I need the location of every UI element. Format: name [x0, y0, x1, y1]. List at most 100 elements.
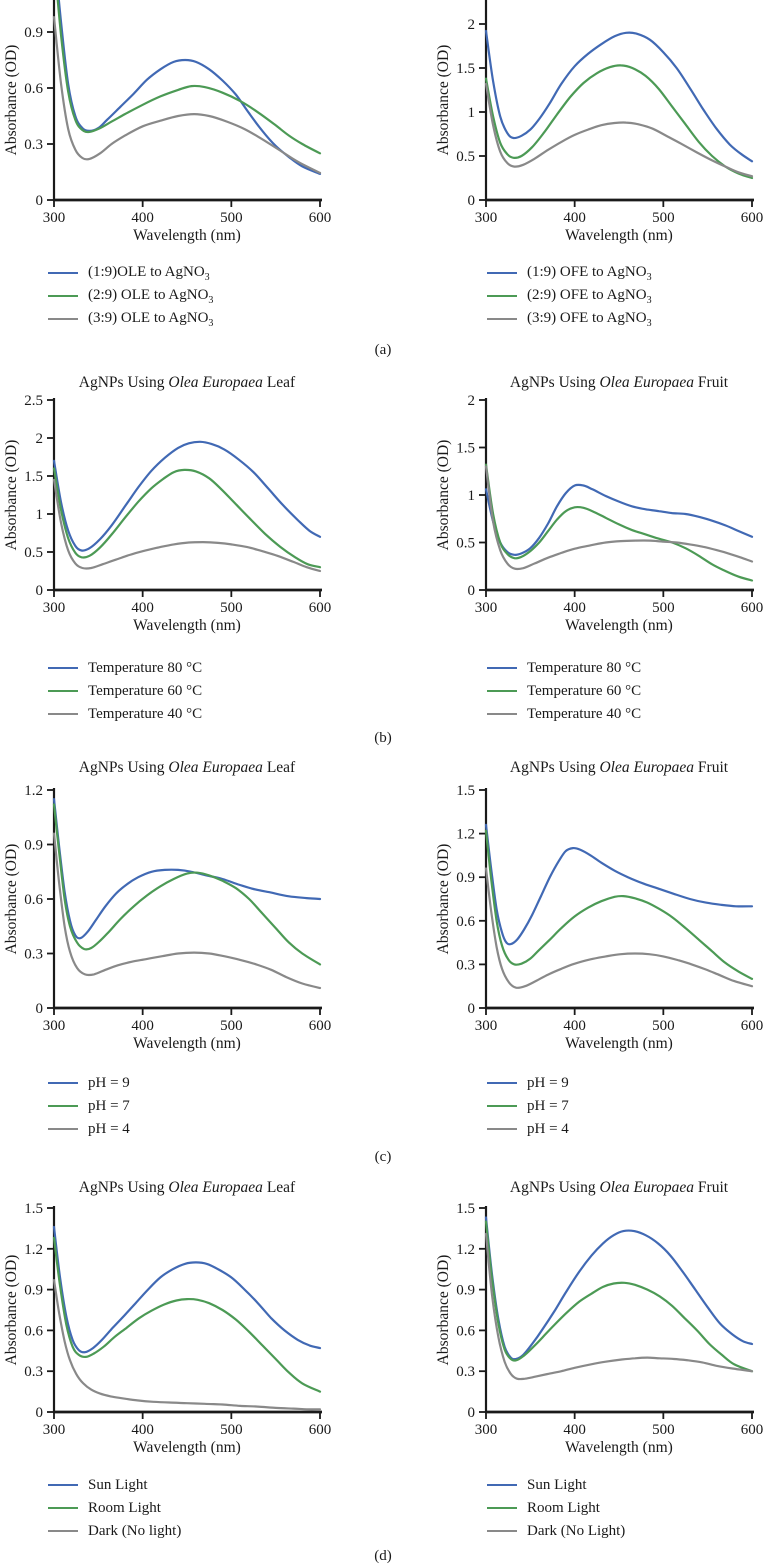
series-line-green: [484, 64, 754, 180]
y-tick-label: 2: [468, 393, 476, 409]
y-tick-label: 0.3: [456, 1364, 475, 1380]
x-tick-label: 400: [131, 1018, 154, 1034]
legend-line-swatch-gray: [487, 713, 517, 715]
legend-group-a_left: (1:9)OLE to AgNO3 (2:9) OLE to AgNO3 (3:9)…: [48, 262, 213, 330]
legend-group-c_right: pH = 9 pH = 7 pH = 4: [487, 1072, 569, 1140]
y-axis-label: Absorbance (OD): [3, 45, 20, 156]
series-line-green: [52, 1236, 322, 1393]
legend-item: pH = 9: [487, 1072, 569, 1094]
x-tick-label: 500: [220, 1018, 243, 1034]
legend-label: Room Light: [527, 1499, 600, 1516]
x-tick-label: 500: [220, 1422, 243, 1438]
series-line-gray: [52, 478, 322, 573]
legend-line-swatch-green: [48, 1507, 78, 1509]
series-line-blue: [52, 798, 322, 940]
chart-b_left: AgNPs Using Olea Europaea Leaf 0 0.5 1 1.5 2 2…: [3, 374, 331, 634]
y-tick-label: 1.5: [456, 1201, 475, 1217]
legend-line-swatch-gray: [48, 318, 78, 320]
chart-a_left: 0 0.3 0.6 0.9 300 400 500 600 Absorbance (OD) Wav…: [3, 0, 331, 244]
y-axis-label: Absorbance (OD): [3, 1255, 20, 1366]
legend-item: (1:9) OFE to AgNO3: [487, 262, 652, 284]
legend-item: pH = 7: [48, 1095, 130, 1117]
y-tick-label: 1: [36, 507, 44, 523]
series-line-gray: [484, 1232, 754, 1381]
x-tick-label: 300: [475, 1422, 498, 1438]
legend-group-b_left: Temperature 80 °C Temperature 60 °C Temper…: [48, 657, 202, 725]
x-axis-label: Wavelength (nm): [565, 1035, 673, 1052]
series-line-green: [52, 803, 322, 966]
legend-line-swatch-green: [48, 1105, 78, 1107]
legend-item: pH = 9: [48, 1072, 130, 1094]
y-tick-label: 1.5: [24, 469, 43, 485]
legend-line-swatch-gray: [487, 1530, 517, 1532]
legend-line-swatch-green: [48, 295, 78, 297]
legend-label: pH = 9: [88, 1074, 130, 1091]
legend-label: pH = 4: [88, 1120, 130, 1137]
x-tick-label: 500: [652, 1018, 675, 1034]
legend-item: (3:9) OLE to AgNO3: [48, 308, 213, 330]
y-tick-label: 0.9: [24, 25, 43, 41]
legend-item: Temperature 60 °C: [487, 680, 641, 702]
legend-item: Room Light: [487, 1497, 625, 1519]
y-tick-label: 1.2: [456, 827, 475, 843]
chart-title: AgNPs Using Olea Europaea Leaf: [79, 759, 296, 776]
x-tick-label: 500: [220, 600, 243, 616]
legend-item: Sun Light: [487, 1474, 625, 1496]
legend-line-swatch-green: [487, 295, 517, 297]
series-line-gray: [52, 16, 322, 174]
legend-line-swatch-blue: [487, 1082, 517, 1084]
legend-line-swatch-gray: [487, 318, 517, 320]
series-line-green: [56, 0, 322, 155]
chart-c_left: AgNPs Using Olea Europaea Leaf 0 0.3 0.6 0.9…: [3, 759, 331, 1052]
x-tick-label: 300: [475, 1018, 498, 1034]
legend-line-swatch-gray: [48, 713, 78, 715]
x-tick-label: 400: [563, 1422, 586, 1438]
chart-title: AgNPs Using Olea Europaea Fruit: [510, 1179, 729, 1196]
y-tick-label: 2.5: [24, 393, 43, 409]
legend-item: Temperature 40 °C: [487, 703, 641, 725]
panel-label-b: (b): [374, 730, 392, 746]
legend-item: Dark (No light): [48, 1520, 181, 1542]
legend-label: (3:9) OFE to AgNO3: [527, 309, 652, 329]
x-tick-label: 600: [741, 210, 764, 226]
y-tick-label: 0: [36, 193, 44, 209]
legend-item: Sun Light: [48, 1474, 181, 1496]
y-tick-label: 0: [36, 1001, 44, 1017]
panel-label-a: (a): [374, 342, 392, 358]
x-tick-label: 400: [563, 600, 586, 616]
legend-line-swatch-green: [487, 690, 517, 692]
legend-label: (3:9) OLE to AgNO3: [88, 309, 214, 329]
y-tick-label: 0.9: [456, 1283, 475, 1299]
y-tick-label: 0.3: [24, 947, 43, 963]
y-tick-label: 1: [468, 488, 476, 504]
y-tick-label: 0.9: [456, 870, 475, 886]
legend-line-swatch-green: [487, 1507, 517, 1509]
y-tick-label: 0.5: [24, 545, 43, 561]
legend-line-swatch-blue: [487, 667, 517, 669]
legend-label: pH = 7: [527, 1097, 569, 1114]
legend-item: (1:9)OLE to AgNO3: [48, 262, 213, 284]
chart-row-b: AgNPs Using Olea Europaea Leaf 0 0.5 1 1.5 2 2…: [0, 370, 766, 645]
panel-label-d: (d): [374, 1548, 392, 1564]
x-axis-label: Wavelength (nm): [565, 1439, 673, 1456]
series-line-blue: [484, 29, 754, 163]
legend-item: Temperature 60 °C: [48, 680, 202, 702]
x-tick-label: 400: [131, 210, 154, 226]
chart-c_right: AgNPs Using Olea Europaea Fruit 0 0.3 0.6 0.…: [435, 759, 763, 1052]
legend-group-b_right: Temperature 80 °C Temperature 60 °C Temper…: [487, 657, 641, 725]
chart-title: AgNPs Using Olea Europaea Fruit: [510, 759, 729, 776]
x-tick-label: 300: [43, 600, 66, 616]
legend-label: Dark (No light): [88, 1522, 182, 1539]
chart-d_right: AgNPs Using Olea Europaea Fruit 0 0.3 0.6 0.…: [435, 1179, 763, 1456]
y-tick-label: 0.3: [24, 1364, 43, 1380]
series-line-blue: [57, 0, 322, 175]
x-tick-label: 300: [43, 1018, 66, 1034]
chart-b_right: AgNPs Using Olea Europaea Fruit 0 0.5 1 1.5 2…: [435, 374, 763, 634]
legend-row-c: pH = 9 pH = 7 pH = 4 pH = 9 pH = 7 pH = 4 (c): [0, 1060, 766, 1165]
y-tick-label: 0.6: [24, 1323, 43, 1339]
y-tick-label: 0.6: [24, 81, 43, 97]
legend-line-swatch-blue: [48, 272, 78, 274]
series-line-blue: [52, 1225, 322, 1354]
legend-item: Temperature 80 °C: [48, 657, 202, 679]
